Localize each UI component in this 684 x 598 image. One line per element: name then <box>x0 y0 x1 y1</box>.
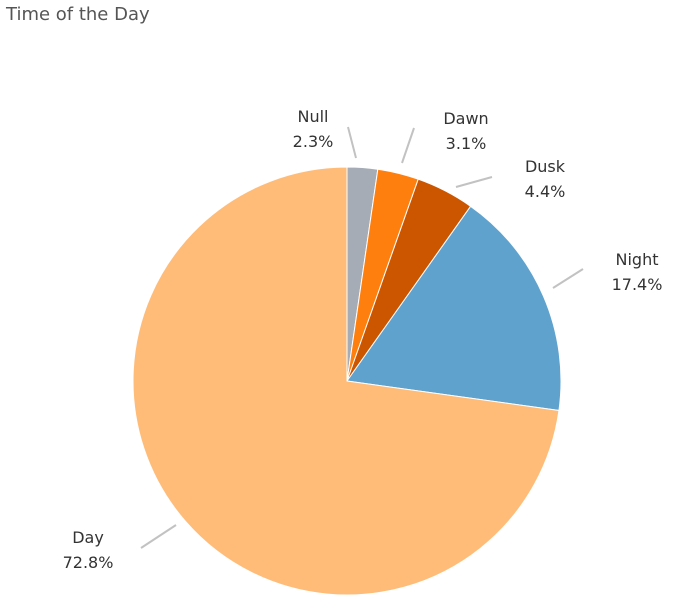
pie-slices <box>132 166 562 596</box>
slice-label-dawn: Dawn <box>443 109 488 128</box>
slice-label-dusk: Dusk <box>525 157 566 176</box>
slice-percent-null: 2.3% <box>293 132 334 151</box>
slice-labels: Null 2.3% Dawn 3.1% Dusk 4.4% Night 17.4% Day 72.… <box>63 107 663 572</box>
slice-label-null: Null <box>298 107 329 126</box>
chart-title: Time of the Day <box>6 4 150 25</box>
slice-percent-day: 72.8% <box>63 553 114 572</box>
pie-slice-night[interactable] <box>346 205 562 412</box>
leader-line-dawn <box>401 127 415 164</box>
leader-line-dusk <box>455 176 493 188</box>
slice-label-night: Night <box>616 250 659 269</box>
slice-label-day: Day <box>72 528 104 547</box>
slice-percent-night: 17.4% <box>612 275 663 294</box>
slice-percent-dawn: 3.1% <box>446 134 487 153</box>
leader-lines <box>140 126 584 549</box>
leader-line-day <box>140 524 177 549</box>
leader-line-night <box>552 268 584 289</box>
leader-line-null <box>347 126 357 159</box>
slice-percent-dusk: 4.4% <box>525 182 566 201</box>
pie-slice-day[interactable] <box>132 166 560 596</box>
